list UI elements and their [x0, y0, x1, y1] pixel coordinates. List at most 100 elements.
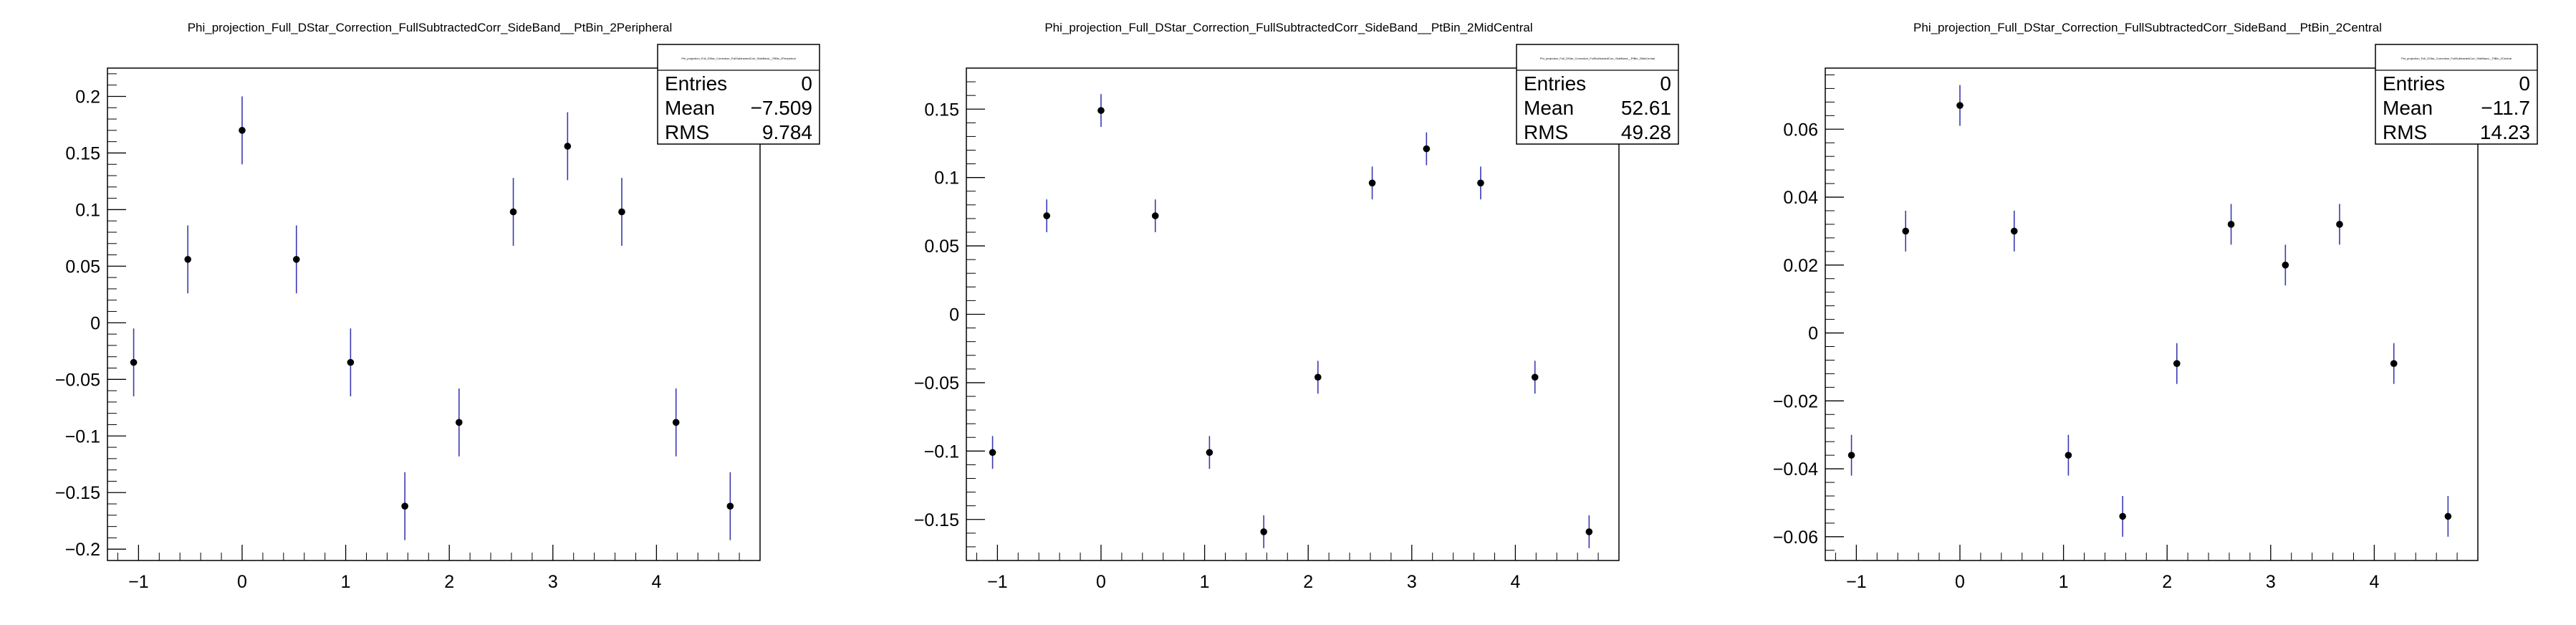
stats-label: Mean: [665, 97, 715, 119]
y-tick-label: 0: [949, 305, 959, 325]
data-point: [2444, 512, 2452, 520]
x-tick-label: 0: [1096, 572, 1106, 592]
data-point: [509, 208, 517, 216]
stats-label: RMS: [665, 121, 709, 143]
data-point: [1314, 373, 1322, 381]
stats-value: 14.23: [2480, 121, 2530, 143]
stats-value: 0: [1660, 72, 1671, 95]
y-tick-label: 0: [90, 313, 100, 333]
stats-label: Entries: [1524, 72, 1586, 95]
x-tick-label: 0: [237, 572, 247, 592]
x-tick-label: 3: [1407, 572, 1417, 592]
data-point: [2065, 452, 2072, 459]
stats-box-header: Phi_projection_Full_DStar_Correction_Ful…: [1540, 57, 1655, 60]
stats-value: 49.28: [1621, 121, 1671, 143]
data-point: [347, 358, 355, 366]
stats-label: Mean: [1524, 97, 1574, 119]
x-tick-label: 1: [1200, 572, 1210, 592]
y-tick-label: −0.06: [1773, 528, 1818, 548]
data-point: [1260, 528, 1267, 535]
data-point: [1902, 227, 1910, 235]
data-point: [1847, 452, 1855, 459]
data-point: [1206, 449, 1213, 457]
y-tick-label: 0.15: [924, 100, 959, 120]
data-point: [564, 143, 572, 150]
stats-value: 52.61: [1621, 97, 1671, 119]
data-point: [2010, 227, 2018, 235]
stats-value: −7.509: [751, 97, 812, 119]
y-tick-label: −0.04: [1773, 459, 1818, 480]
chart-panel-2: Phi_projection_Full_DStar_Correction_Ful…: [914, 21, 1679, 592]
data-point: [1477, 179, 1484, 187]
data-point: [1423, 145, 1431, 153]
y-tick-label: 0.1: [934, 168, 959, 189]
chart-title: Phi_projection_Full_DStar_Correction_Ful…: [1913, 21, 2382, 34]
data-point: [1043, 212, 1051, 219]
stats-box: [2375, 44, 2538, 145]
y-tick-label: 0.05: [924, 237, 959, 257]
y-tick-label: −0.05: [914, 373, 959, 393]
stats-label: Mean: [2383, 97, 2433, 119]
x-tick-label: −1: [128, 572, 149, 592]
stats-box: [657, 44, 820, 145]
data-point: [726, 502, 734, 510]
y-tick-label: 0: [1808, 324, 1818, 344]
data-point: [1097, 107, 1105, 114]
chart-panel-3: Phi_projection_Full_DStar_Correction_Ful…: [1773, 21, 2538, 592]
data-point: [2390, 360, 2398, 367]
x-tick-label: 3: [548, 572, 558, 592]
stats-box-header: Phi_projection_Full_DStar_Correction_Ful…: [681, 57, 795, 60]
data-point: [2336, 221, 2343, 228]
y-tick-label: −0.1: [924, 442, 959, 462]
data-point: [2282, 262, 2289, 269]
data-point: [401, 502, 408, 510]
plot-frame: [107, 67, 761, 561]
data-point: [2173, 360, 2181, 367]
y-tick-label: −0.02: [1773, 391, 1818, 411]
y-tick-label: 0.02: [1783, 256, 1818, 276]
stats-label: Entries: [665, 72, 727, 95]
stats-box-header: Phi_projection_Full_DStar_Correction_Ful…: [2401, 57, 2512, 60]
data-point: [1956, 102, 1964, 109]
x-tick-label: 4: [2369, 572, 2379, 592]
x-tick-label: 0: [1955, 572, 1965, 592]
data-point: [1368, 179, 1376, 187]
y-tick-label: −0.15: [55, 483, 100, 503]
stats-box: [1516, 44, 1679, 145]
stats-value: 0: [2519, 72, 2530, 95]
y-tick-label: −0.05: [55, 370, 100, 390]
x-tick-label: 2: [444, 572, 454, 592]
data-point: [1151, 212, 1159, 219]
y-tick-label: −0.1: [65, 426, 100, 447]
x-tick-label: 1: [2059, 572, 2069, 592]
y-tick-label: 0.05: [65, 257, 100, 277]
data-point: [292, 256, 300, 263]
data-point: [1531, 373, 1539, 381]
data-point: [672, 419, 680, 426]
chart-title: Phi_projection_Full_DStar_Correction_Ful…: [188, 21, 673, 34]
y-tick-label: 0.06: [1783, 120, 1818, 140]
chart-title: Phi_projection_Full_DStar_Correction_Ful…: [1044, 21, 1532, 34]
x-tick-label: 2: [1303, 572, 1313, 592]
chart-panel-1: Phi_projection_Full_DStar_Correction_Ful…: [55, 21, 820, 592]
stats-label: RMS: [2383, 121, 2427, 143]
x-tick-label: 3: [2266, 572, 2276, 592]
y-tick-label: −0.2: [65, 540, 100, 560]
x-tick-label: 2: [2162, 572, 2172, 592]
data-point: [455, 419, 463, 426]
x-tick-label: 4: [651, 572, 661, 592]
x-tick-label: 1: [341, 572, 351, 592]
stats-value: 9.784: [762, 121, 812, 143]
x-tick-label: 4: [1510, 572, 1520, 592]
stats-value: −11.7: [2481, 97, 2530, 119]
y-tick-label: 0.2: [75, 87, 100, 107]
data-point: [989, 449, 996, 457]
y-tick-label: −0.15: [914, 510, 959, 530]
data-point: [1585, 528, 1593, 535]
data-point: [130, 358, 138, 366]
data-point: [239, 127, 246, 134]
plot-frame: [1825, 67, 2479, 561]
y-tick-label: 0.04: [1783, 188, 1818, 208]
